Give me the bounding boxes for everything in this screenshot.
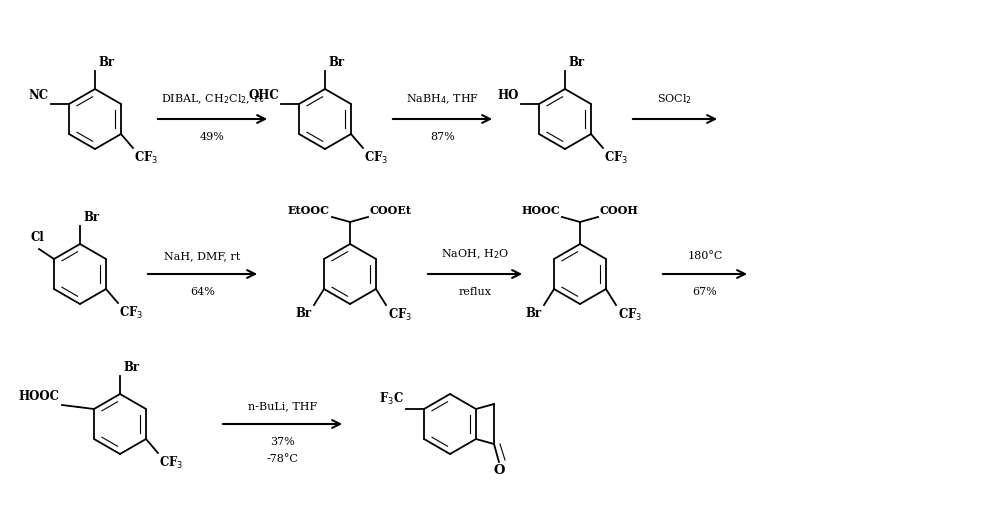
Text: HO: HO — [498, 89, 519, 102]
Text: 87%: 87% — [430, 132, 455, 142]
Text: HOOC: HOOC — [18, 390, 59, 403]
Text: Br: Br — [526, 307, 542, 320]
Text: OHC: OHC — [248, 89, 279, 102]
Text: 37%: 37% — [270, 437, 295, 447]
Text: NaOH, H$_2$O: NaOH, H$_2$O — [441, 248, 509, 261]
Text: CF$_3$: CF$_3$ — [388, 307, 412, 323]
Text: Br: Br — [568, 56, 584, 69]
Text: reflux: reflux — [458, 287, 492, 297]
Text: DIBAL, CH$_2$Cl$_2$, rt: DIBAL, CH$_2$Cl$_2$, rt — [161, 93, 264, 106]
Text: COOH: COOH — [600, 205, 639, 216]
Text: CF$_3$: CF$_3$ — [134, 150, 158, 166]
Text: HOOC: HOOC — [521, 205, 560, 216]
Text: CF$_3$: CF$_3$ — [618, 307, 642, 323]
Text: Br: Br — [83, 211, 99, 224]
Text: CF$_3$: CF$_3$ — [604, 150, 628, 166]
Text: SOCl$_2$: SOCl$_2$ — [657, 92, 693, 106]
Text: Br: Br — [98, 56, 114, 69]
Text: 180°C: 180°C — [687, 251, 723, 261]
Text: Br: Br — [328, 56, 344, 69]
Text: CF$_3$: CF$_3$ — [119, 305, 143, 321]
Text: -78°C: -78°C — [267, 454, 298, 464]
Text: 67%: 67% — [693, 287, 717, 297]
Text: NC: NC — [29, 89, 49, 102]
Text: CF$_3$: CF$_3$ — [159, 455, 183, 471]
Text: Br: Br — [123, 361, 139, 374]
Text: Cl: Cl — [30, 231, 44, 244]
Text: 49%: 49% — [200, 132, 225, 142]
Text: O: O — [493, 464, 505, 477]
Text: NaH, DMF, rt: NaH, DMF, rt — [164, 251, 241, 261]
Text: CF$_3$: CF$_3$ — [364, 150, 388, 166]
Text: EtOOC: EtOOC — [288, 205, 330, 216]
Text: n-BuLi, THF: n-BuLi, THF — [248, 401, 317, 411]
Text: 64%: 64% — [190, 287, 215, 297]
Text: Br: Br — [296, 307, 312, 320]
Text: F$_3$C: F$_3$C — [379, 391, 404, 407]
Text: COOEt: COOEt — [370, 205, 412, 216]
Text: NaBH$_4$, THF: NaBH$_4$, THF — [406, 93, 479, 106]
